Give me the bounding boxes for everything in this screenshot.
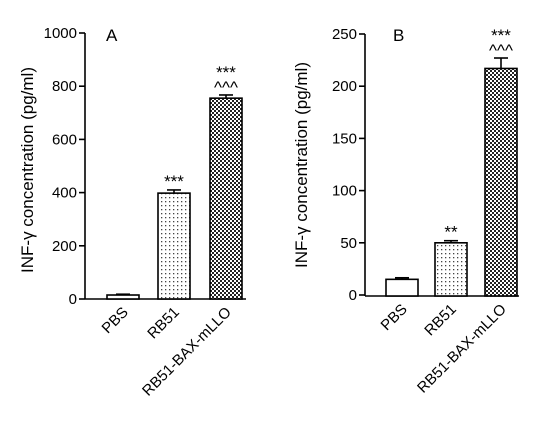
x-category-label: RB51-BAX-mLLO [139,304,235,400]
y-tick-label: 250 [332,26,357,43]
significance-vs-pbs: *** [491,26,511,45]
bar [157,192,191,300]
x-category-label: RB51 [421,301,460,340]
y-axis-title: INF-γ concentration (pg/ml) [18,67,37,273]
panel-label: A [106,26,118,45]
panel-b-chart: INF-γ concentration (pg/ml) B 0 50 100 150 2… [292,26,519,397]
significance-vs-pbs: *** [216,63,236,82]
y-tick-label: 0 [69,291,77,308]
y-tick-label: 800 [52,78,77,95]
panel-a-chart: INF-γ concentration (pg/ml) A 0 200 400 600… [18,25,246,400]
significance-vs-rb51: ^^^ [489,41,513,60]
significance-vs-rb51: ^^^ [214,78,238,97]
bar [106,294,140,300]
y-axis-title: INF-γ concentration (pg/ml) [292,62,311,268]
y-tick-label: 400 [52,185,77,202]
y-tick-label: 100 [332,183,357,200]
y-tick-label: 200 [52,238,77,255]
x-category-label: PBS [99,304,132,337]
x-category-label: PBS [378,301,411,334]
x-category-label: RB51 [144,304,183,343]
bar [209,97,243,300]
bar [484,67,518,297]
bar [385,278,419,297]
significance-vs-pbs: *** [164,172,184,191]
y-tick-label: 150 [332,130,357,147]
panel-label: B [393,26,404,45]
significance-vs-pbs: ** [444,223,458,242]
y-tick-label: 200 [332,78,357,95]
y-tick-label: 1000 [44,25,77,42]
y-tick-label: 50 [340,235,357,252]
y-tick-label: 600 [52,131,77,148]
x-category-label: RB51-BAX-mLLO [414,301,510,397]
y-tick-label: 0 [349,287,357,304]
bar [434,242,468,297]
